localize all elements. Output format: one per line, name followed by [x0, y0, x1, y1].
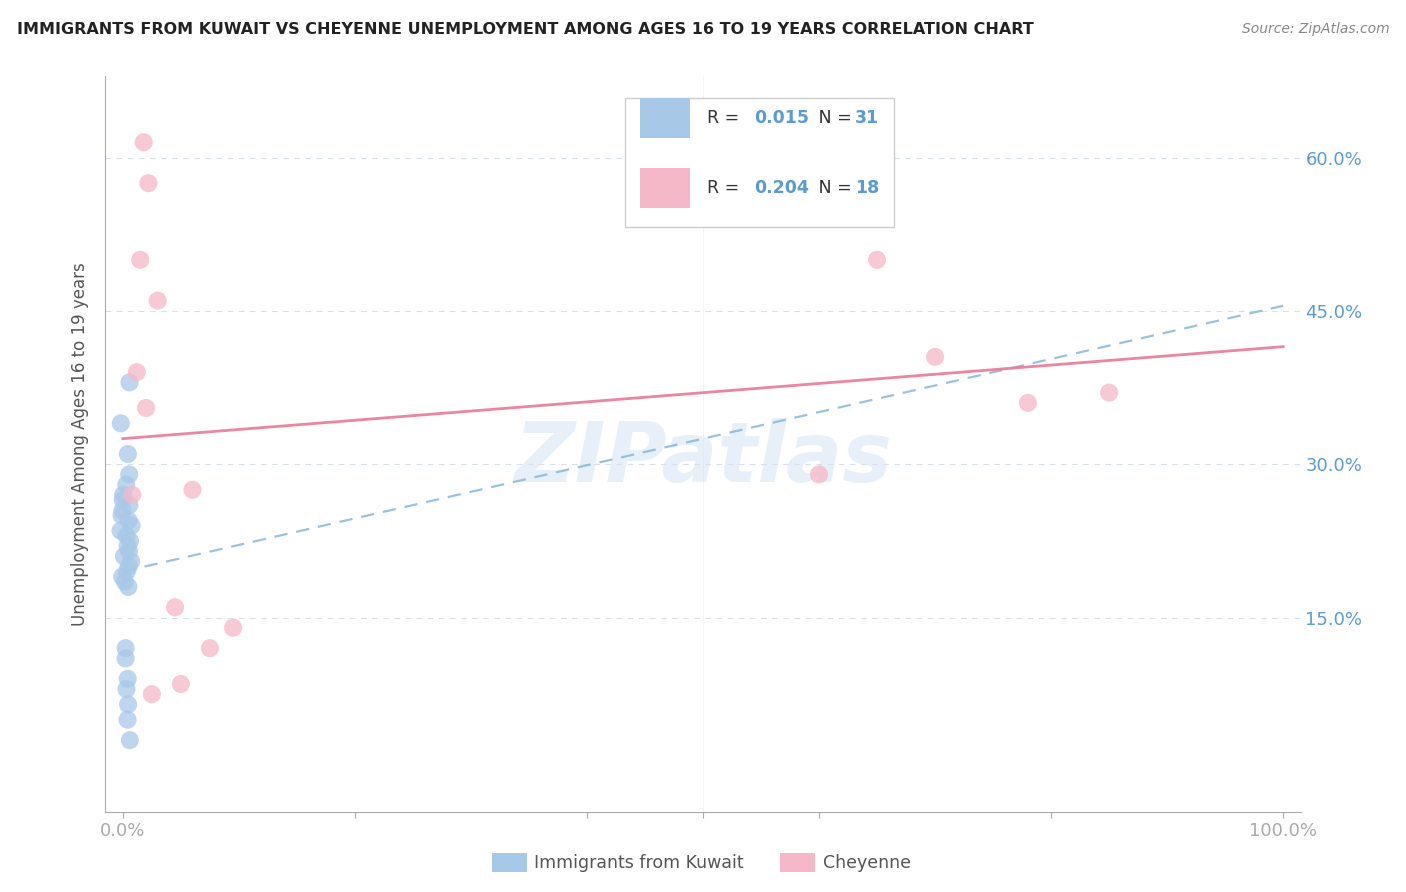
- Text: R =: R =: [707, 109, 744, 128]
- FancyBboxPatch shape: [626, 98, 894, 227]
- Text: 31: 31: [855, 109, 879, 128]
- Point: [115, 477, 138, 491]
- Text: 0.015: 0.015: [755, 109, 810, 128]
- Point: [135, 401, 157, 415]
- Point: [117, 539, 139, 553]
- Text: 0.204: 0.204: [755, 179, 810, 197]
- Text: N =: N =: [803, 109, 858, 128]
- Point: [117, 513, 139, 527]
- Point: [132, 135, 155, 149]
- Point: [924, 350, 946, 364]
- Point: [125, 365, 148, 379]
- Point: [118, 559, 141, 574]
- Point: [866, 252, 889, 267]
- Point: [165, 600, 187, 615]
- Text: N =: N =: [803, 179, 858, 197]
- Point: [112, 488, 135, 502]
- Point: [111, 493, 134, 508]
- Text: 18: 18: [855, 179, 879, 197]
- Point: [110, 524, 132, 538]
- Point: [112, 549, 135, 564]
- Point: [118, 544, 141, 558]
- Point: [120, 554, 142, 568]
- Point: [121, 518, 143, 533]
- Text: R =: R =: [707, 179, 744, 197]
- Point: [114, 651, 136, 665]
- Point: [114, 641, 136, 656]
- Point: [115, 529, 138, 543]
- Bar: [640, 98, 690, 138]
- Text: ZIPatlas: ZIPatlas: [515, 418, 891, 499]
- Point: [117, 672, 139, 686]
- Point: [118, 467, 141, 482]
- Point: [222, 621, 245, 635]
- Point: [117, 447, 139, 461]
- Point: [129, 252, 152, 267]
- Point: [198, 641, 221, 656]
- Point: [115, 565, 138, 579]
- Point: [121, 488, 143, 502]
- Point: [117, 698, 139, 712]
- Point: [1017, 396, 1039, 410]
- Point: [1098, 385, 1121, 400]
- Point: [117, 713, 139, 727]
- Point: [138, 176, 160, 190]
- Text: Immigrants from Kuwait: Immigrants from Kuwait: [534, 854, 744, 871]
- Point: [146, 293, 169, 308]
- Point: [110, 508, 132, 523]
- Point: [111, 503, 134, 517]
- Text: Source: ZipAtlas.com: Source: ZipAtlas.com: [1241, 22, 1389, 37]
- Point: [808, 467, 831, 482]
- Point: [114, 574, 136, 589]
- Text: IMMIGRANTS FROM KUWAIT VS CHEYENNE UNEMPLOYMENT AMONG AGES 16 TO 19 YEARS CORREL: IMMIGRANTS FROM KUWAIT VS CHEYENNE UNEMP…: [17, 22, 1033, 37]
- Point: [115, 682, 138, 697]
- Point: [117, 580, 139, 594]
- Point: [118, 733, 141, 747]
- Y-axis label: Unemployment Among Ages 16 to 19 years: Unemployment Among Ages 16 to 19 years: [72, 262, 90, 625]
- Point: [141, 687, 163, 701]
- Point: [118, 533, 141, 548]
- Text: Cheyenne: Cheyenne: [823, 854, 911, 871]
- Point: [110, 417, 132, 431]
- Point: [118, 376, 141, 390]
- Point: [170, 677, 193, 691]
- Bar: [640, 168, 690, 208]
- Point: [181, 483, 204, 497]
- Point: [111, 569, 134, 583]
- Point: [118, 498, 141, 512]
